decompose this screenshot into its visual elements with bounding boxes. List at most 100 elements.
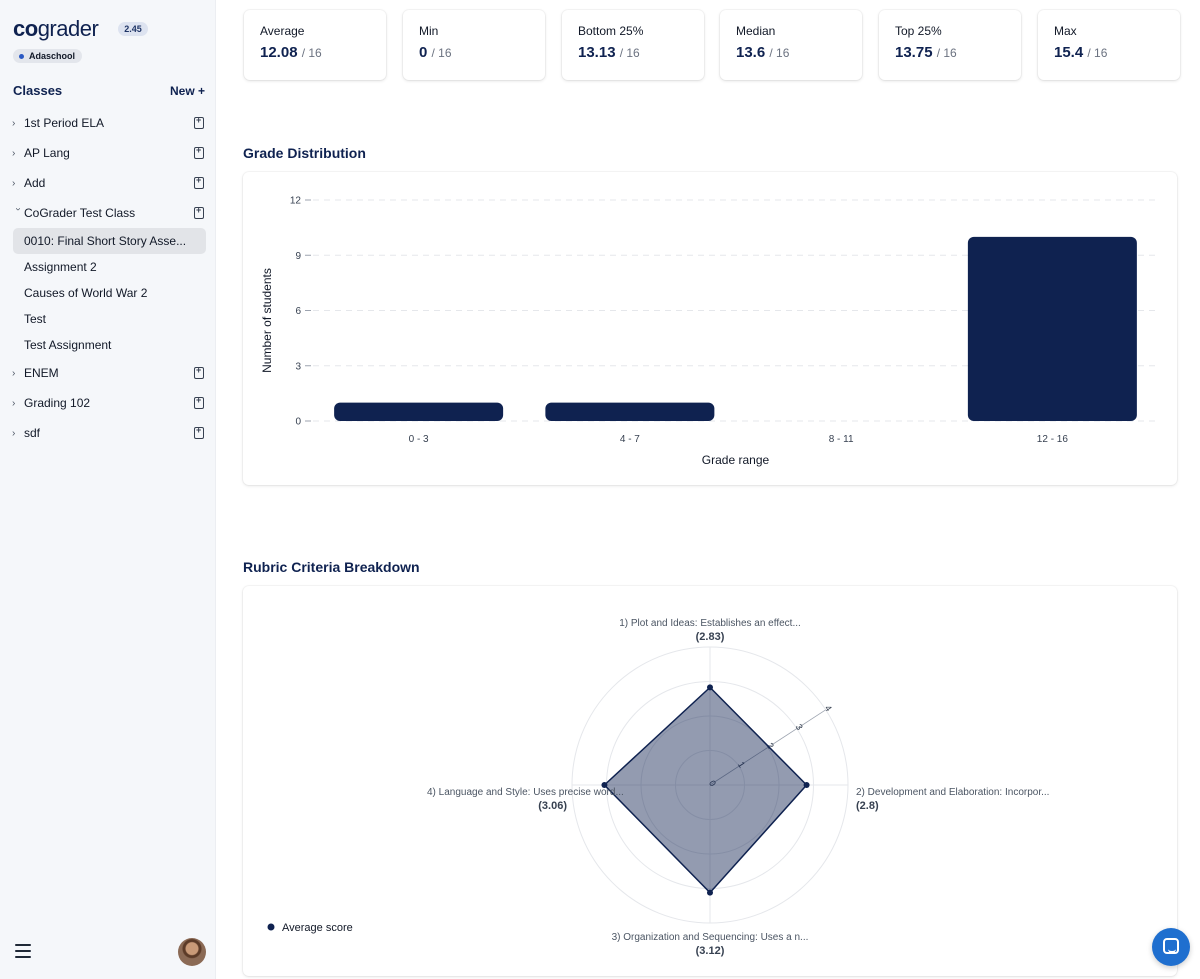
- add-assignment-icon[interactable]: [194, 145, 204, 159]
- stat-label: Median: [736, 24, 776, 38]
- stat-denominator: / 16: [301, 46, 322, 60]
- radar-axis-label: 2) Development and Elaboration: Incorpor…: [856, 787, 1049, 798]
- class-item[interactable]: › sdf: [12, 418, 206, 448]
- stat-denominator: / 16: [619, 46, 640, 60]
- chevron-right-icon[interactable]: ›: [12, 367, 16, 379]
- user-avatar[interactable]: [178, 938, 206, 966]
- bar-4-7[interactable]: [545, 402, 715, 421]
- add-assignment-icon[interactable]: [194, 425, 204, 439]
- assignment-item[interactable]: 0010: Final Short Story Asse...: [13, 228, 206, 254]
- grade-distribution-chart: 0 3 6 9 12 0 - 3 4 - 7 8 - 11 12 - 16 Grade range…: [260, 196, 1158, 467]
- stat-label: Max: [1054, 24, 1077, 38]
- stat-value: 15.4: [1054, 44, 1084, 61]
- assignment-item[interactable]: Test Assignment: [24, 338, 112, 352]
- rubric-radar-chart: 0 1 2 3 4 1) Plot and Ideas: Establishes an e…: [267, 618, 1049, 957]
- chevron-right-icon[interactable]: ›: [12, 147, 16, 159]
- radar-axis-value: (3.12): [696, 945, 725, 957]
- stat-card: Max 15.4 / 16: [1038, 10, 1180, 80]
- average-score-polygon[interactable]: [603, 686, 808, 894]
- radar-point[interactable]: [707, 684, 713, 691]
- chevron-right-icon[interactable]: ›: [12, 117, 16, 129]
- class-name: ENEM: [24, 366, 59, 380]
- stat-card: Top 25% 13.75 / 16: [879, 10, 1021, 80]
- stat-label: Min: [419, 24, 439, 38]
- radial-tick-label: 3: [794, 722, 805, 732]
- y-tick-label: 12: [290, 196, 302, 207]
- class-name: 1st Period ELA: [24, 116, 105, 130]
- chevron-right-icon[interactable]: ›: [12, 427, 16, 439]
- add-assignment-icon[interactable]: [194, 365, 204, 379]
- chevron-right-icon[interactable]: ›: [12, 397, 16, 409]
- bar-0-3[interactable]: [334, 402, 504, 421]
- assignment-item[interactable]: Assignment 2: [24, 260, 97, 274]
- stat-card: Median 13.6 / 16: [720, 10, 862, 80]
- classes-header: Classes New +: [13, 83, 205, 98]
- radar-point[interactable]: [803, 782, 810, 788]
- org-badge[interactable]: Adaschool: [13, 49, 83, 63]
- bar-12-16[interactable]: [967, 236, 1137, 421]
- add-assignment-icon[interactable]: [194, 175, 204, 189]
- y-tick-label: 0: [295, 417, 301, 428]
- radial-tick-label: 1: [736, 760, 747, 770]
- radar-axis-label: 3) Organization and Sequencing: Uses a n…: [612, 932, 809, 943]
- class-name: CoGrader Test Class: [24, 206, 136, 220]
- class-name: Grading 102: [24, 396, 91, 410]
- rubric-breakdown-title: Rubric Criteria Breakdown: [243, 559, 420, 575]
- new-class-button[interactable]: New +: [169, 83, 205, 98]
- stat-value-row: 12.08 / 16: [260, 44, 370, 61]
- sidebar: cograder 2.45 Adaschool Classes New + › 1…: [0, 0, 216, 979]
- stat-value: 13.13: [578, 44, 616, 61]
- stat-card: Average 12.08 / 16: [244, 10, 386, 80]
- class-list: ›1st Period ELA›AP Lang›Add›CoGrader Tes…: [12, 108, 206, 448]
- radar-axis-value: (3.06): [538, 800, 567, 812]
- hamburger-menu-icon[interactable]: [15, 944, 31, 958]
- logo-grader: grader: [37, 16, 99, 41]
- chevron-down-icon[interactable]: ›: [12, 207, 24, 211]
- chat-support-button[interactable]: [1152, 928, 1190, 966]
- legend-marker: [267, 923, 275, 931]
- logo-co: co: [13, 16, 38, 41]
- x-tick-label: 12 - 16: [1037, 434, 1069, 445]
- rubric-breakdown-card: 0 1 2 3 4 1) Plot and Ideas: Establishes an e…: [243, 586, 1177, 976]
- class-item[interactable]: › AP Lang: [12, 138, 206, 168]
- add-assignment-icon[interactable]: [194, 115, 204, 129]
- org-dot-icon: [19, 53, 24, 59]
- stat-label: Top 25%: [895, 24, 942, 38]
- chat-icon: [1163, 938, 1179, 954]
- stat-card: Bottom 25% 13.13 / 16: [562, 10, 704, 80]
- radial-tick-label: 4: [823, 703, 834, 713]
- radar-axis-label: 1) Plot and Ideas: Establishes an effect…: [619, 618, 801, 629]
- class-name: sdf: [24, 426, 41, 440]
- radar-axis-value: (2.8): [856, 800, 879, 812]
- assignment-item[interactable]: Causes of World War 2: [24, 286, 148, 300]
- class-item[interactable]: › Grading 102: [12, 388, 206, 418]
- radar-axis-label: 4) Language and Style: Uses precise word…: [427, 787, 624, 798]
- chevron-right-icon[interactable]: ›: [12, 177, 16, 189]
- radar-point[interactable]: [707, 889, 713, 896]
- stat-card: Min 0 / 16: [403, 10, 545, 80]
- radar-point[interactable]: [601, 782, 608, 788]
- classes-title: Classes: [13, 83, 63, 98]
- class-item[interactable]: › CoGrader Test Class: [12, 198, 206, 228]
- add-assignment-icon[interactable]: [194, 395, 204, 409]
- stat-label: Bottom 25%: [578, 24, 644, 38]
- grade-distribution-title: Grade Distribution: [243, 145, 366, 161]
- cograder-logo[interactable]: cograder: [13, 16, 99, 42]
- add-assignment-icon[interactable]: [194, 205, 204, 219]
- class-item[interactable]: › Add: [12, 168, 206, 198]
- stat-value-row: 13.75 / 16: [895, 44, 1005, 61]
- stat-value: 13.75: [895, 44, 933, 61]
- stat-denominator: / 16: [431, 46, 452, 60]
- y-tick-label: 9: [295, 251, 301, 262]
- assignment-item[interactable]: Test: [24, 312, 47, 326]
- legend-label[interactable]: Average score: [282, 922, 353, 934]
- class-name: Add: [24, 176, 46, 190]
- x-axis-label: Grade range: [702, 453, 770, 467]
- x-tick-label: 8 - 11: [829, 434, 854, 445]
- stat-value: 0: [419, 44, 428, 61]
- class-item[interactable]: › ENEM: [12, 358, 206, 388]
- x-tick-label: 0 - 3: [409, 434, 429, 445]
- class-item[interactable]: › 1st Period ELA: [12, 108, 206, 138]
- grade-distribution-card: 0 3 6 9 12 0 - 3 4 - 7 8 - 11 12 - 16 Grade range…: [243, 172, 1177, 485]
- stat-value-row: 13.6 / 16: [736, 44, 846, 61]
